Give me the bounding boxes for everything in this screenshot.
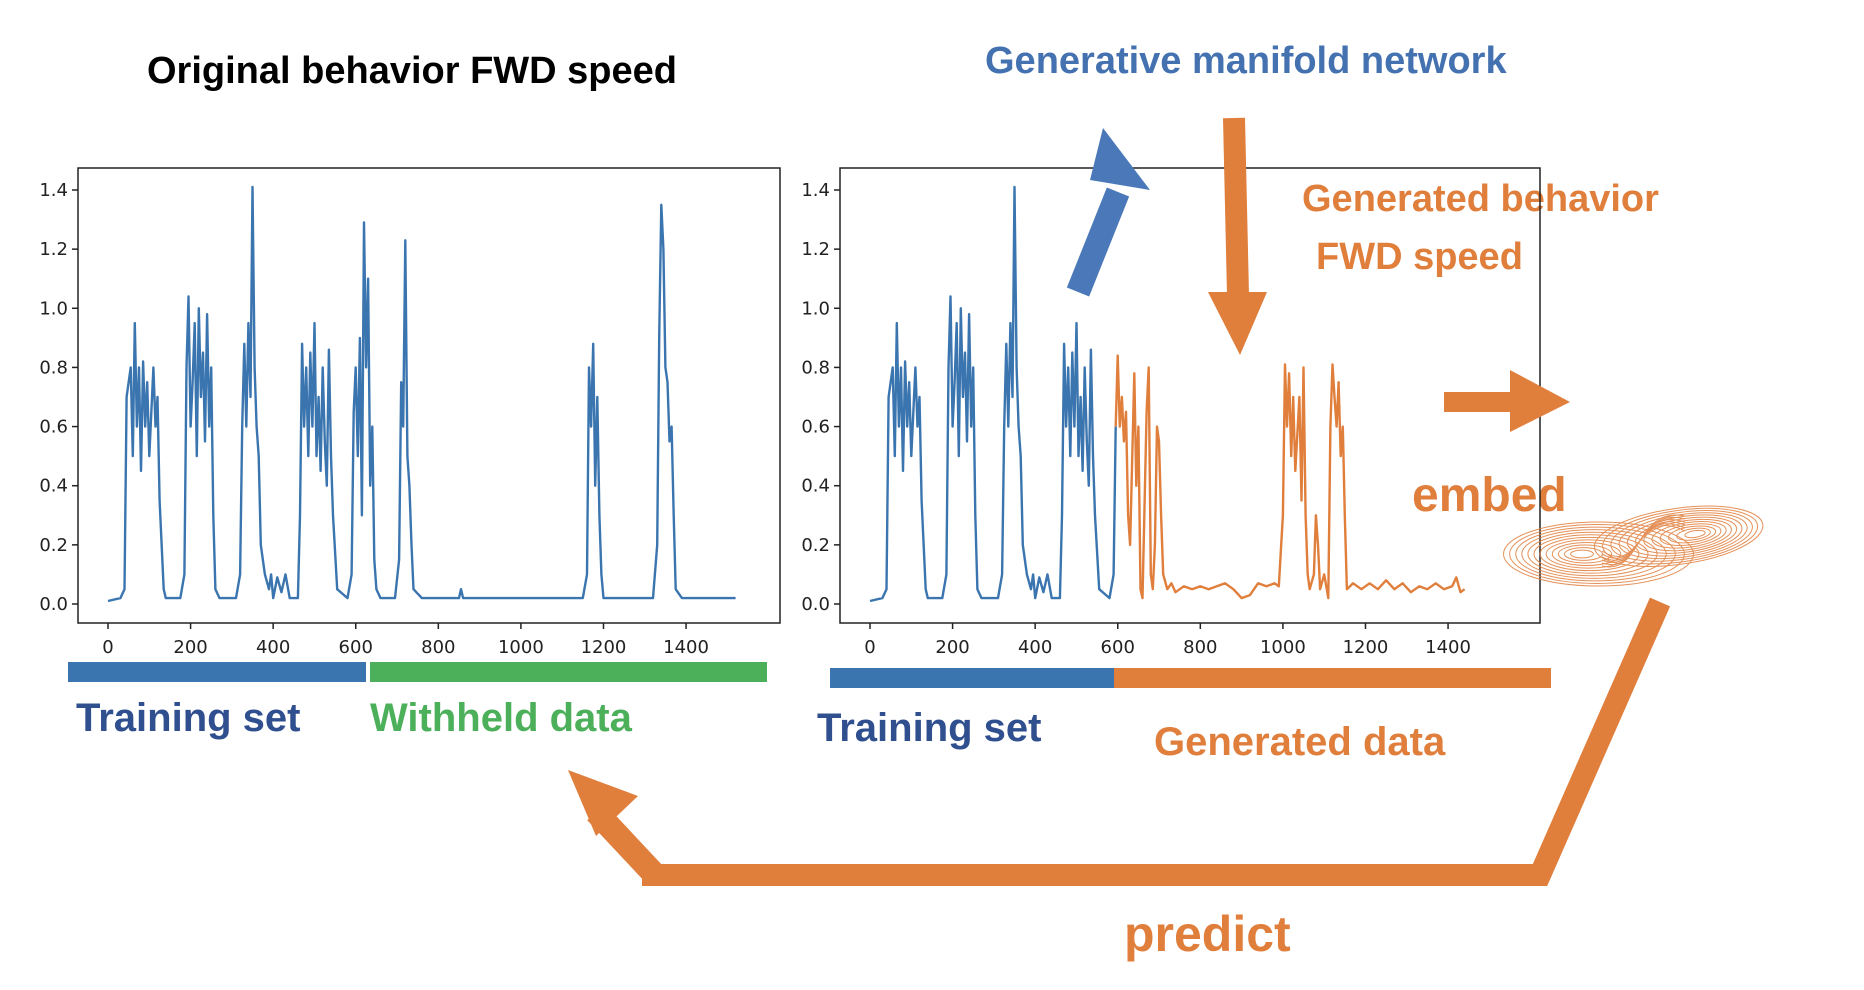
y-tick-label: 1.4 — [39, 180, 68, 201]
y-tick-label: 1.2 — [39, 239, 68, 260]
left-training-bar — [68, 662, 366, 682]
x-tick-label: 400 — [1018, 637, 1052, 658]
attractor-loop — [1570, 549, 1594, 559]
attractor-crossing — [1601, 525, 1686, 557]
attractor-loop — [1533, 534, 1649, 574]
attractor-loop — [1602, 507, 1759, 565]
x-tick-label: 1200 — [581, 637, 627, 658]
attractor-embedding-icon — [1503, 505, 1764, 587]
y-tick-label: 0.6 — [39, 417, 68, 438]
page-title: Original behavior FWD speed — [147, 50, 677, 92]
generated-behavior-label-line1: Generated behavior — [1302, 178, 1659, 220]
y-tick-label: 1.2 — [801, 239, 830, 260]
attractor-loop — [1593, 505, 1764, 567]
y-tick-label: 0.0 — [801, 594, 830, 615]
x-tick-label: 200 — [173, 637, 207, 658]
arrow-up-to-network — [1066, 128, 1150, 297]
y-tick-label: 0.8 — [39, 357, 68, 378]
x-tick-label: 1400 — [1425, 637, 1471, 658]
attractor-loop — [1659, 523, 1722, 546]
x-tick-label: 1000 — [498, 637, 544, 658]
x-tick-label: 0 — [102, 637, 113, 658]
attractor-loop — [1676, 527, 1711, 541]
right-generated-label: Generated data — [1154, 720, 1446, 764]
y-tick-label: 0.0 — [39, 594, 68, 615]
plot-frame — [77, 167, 781, 624]
generated-behavior-label-line2: FWD speed — [1316, 236, 1523, 278]
x-tick-label: 600 — [339, 637, 373, 658]
network-label: Generative manifold network — [985, 40, 1507, 82]
attractor-loop — [1551, 541, 1622, 567]
x-tick-label: 1200 — [1343, 637, 1389, 658]
attractor-loop — [1503, 521, 1694, 587]
attractor-loop — [1651, 521, 1727, 549]
y-tick-label: 1.0 — [801, 298, 830, 319]
x-tick-label: 600 — [1101, 637, 1135, 658]
attractor-loop — [1521, 529, 1667, 579]
y-tick-label: 1.0 — [39, 298, 68, 319]
attractor-loop — [1509, 524, 1685, 584]
chart-original: 0.0 0.2 0.4 0.6 0.8 1.0 1.2 1.4 0 200 400 600 800 100… — [39, 167, 781, 658]
y-tick-label: 0.4 — [39, 476, 68, 497]
predict-label: predict — [1124, 906, 1291, 962]
embed-label: embed — [1412, 469, 1567, 522]
attractor-loop — [1667, 525, 1717, 544]
series-line-training — [869, 185, 1117, 603]
attractor-loop — [1684, 529, 1706, 539]
attractor-loop — [1515, 526, 1676, 582]
right-training-label: Training set — [817, 706, 1042, 750]
x-tick-label: 1000 — [1260, 637, 1306, 658]
y-tick-label: 1.4 — [801, 180, 830, 201]
attractor-loop — [1527, 531, 1658, 577]
x-tick-label: 800 — [421, 637, 455, 658]
x-tick-label: 800 — [1183, 637, 1217, 658]
attractor-loop — [1626, 514, 1743, 557]
y-tick-label: 0.6 — [801, 417, 830, 438]
y-tick-label: 0.8 — [801, 357, 830, 378]
attractor-loop — [1539, 536, 1640, 572]
y-tick-label: 0.2 — [39, 535, 68, 556]
chart-generated: 0.0 0.2 0.4 0.6 0.8 1.0 1.2 1.4 0 200 400 600 800 100… — [801, 167, 1541, 658]
attractor-loop — [1610, 510, 1753, 562]
attractor-loop — [1557, 544, 1613, 564]
series-line-original — [107, 185, 736, 603]
series-line-generated — [1114, 354, 1466, 600]
left-withheld-label: Withheld data — [370, 696, 632, 740]
plot-frame — [839, 167, 1541, 624]
arrow-predict-back — [568, 597, 1671, 886]
x-tick-label: 400 — [256, 637, 290, 658]
right-training-bar — [830, 668, 1114, 688]
arrow-down-generated — [1208, 117, 1267, 355]
x-tick-label: 0 — [864, 637, 875, 658]
x-tick-label: 200 — [935, 637, 969, 658]
left-withheld-bar — [370, 662, 767, 682]
y-tick-label: 0.4 — [801, 476, 830, 497]
left-training-label: Training set — [76, 696, 301, 740]
x-tick-label: 1400 — [663, 637, 709, 658]
attractor-loop — [1618, 512, 1748, 560]
y-tick-label: 0.2 — [801, 535, 830, 556]
right-generated-bar — [1114, 668, 1551, 688]
arrow-right-embed — [1444, 370, 1570, 432]
